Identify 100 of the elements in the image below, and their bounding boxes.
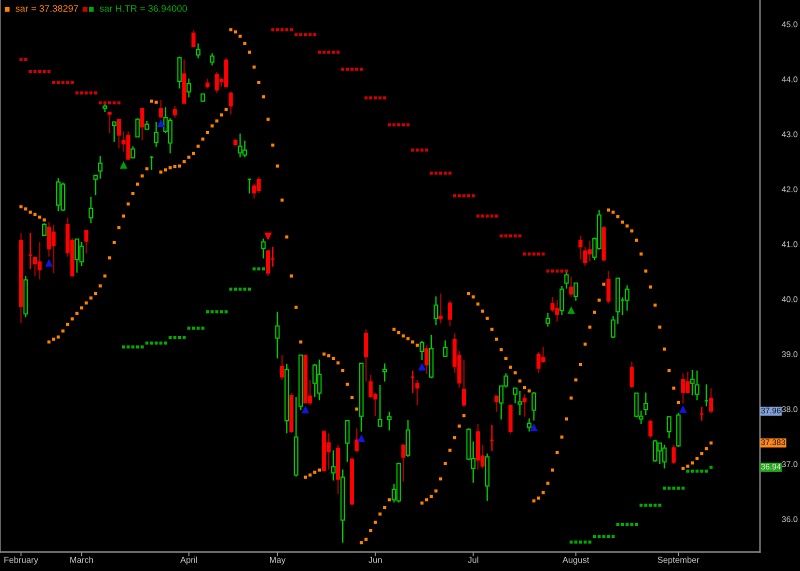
candlestick xyxy=(177,56,182,90)
candlestick xyxy=(345,419,350,463)
candlestick xyxy=(434,296,438,326)
point xyxy=(45,259,53,267)
candlestick xyxy=(564,270,569,290)
point xyxy=(120,161,128,169)
candlestick xyxy=(666,416,672,439)
x-tick-label: May xyxy=(270,556,286,565)
candlestick xyxy=(191,30,196,48)
candlestick xyxy=(88,196,94,224)
candlestick xyxy=(569,276,574,298)
candlestick xyxy=(172,105,177,118)
candlestick xyxy=(606,270,610,304)
x-tick-label: Jul xyxy=(468,556,478,563)
candlestick xyxy=(116,118,121,150)
candlestick xyxy=(536,351,541,374)
point xyxy=(358,434,366,442)
y-tick-label: 44.0 xyxy=(782,76,798,82)
candlestick xyxy=(401,444,406,482)
legend-label: sar H.TR = 36.94000 xyxy=(100,5,187,12)
x-tick-label: Jun xyxy=(368,556,382,563)
candlestick xyxy=(102,102,108,113)
candlestick xyxy=(522,394,527,418)
candlestick xyxy=(546,312,550,328)
candlestick xyxy=(275,311,280,360)
point xyxy=(264,232,272,240)
point xyxy=(418,362,426,371)
point xyxy=(302,406,310,414)
candlestick xyxy=(648,419,652,439)
candlestick xyxy=(354,428,359,453)
candlestick xyxy=(560,285,564,316)
candlestick xyxy=(382,362,387,382)
y-tick-label: 37.0 xyxy=(782,461,798,468)
candlestick xyxy=(210,52,214,66)
x-tick-label: September xyxy=(658,556,700,565)
x-tick-label: April xyxy=(180,556,197,565)
y-tick-label: 36.0 xyxy=(782,516,798,522)
y-tick-label: 39.0 xyxy=(782,351,798,358)
candlestick xyxy=(442,340,448,358)
candlestick xyxy=(154,121,158,148)
annotation: 37.383 xyxy=(761,439,786,446)
y-tick-label: 41.0 xyxy=(782,241,798,248)
candlestick xyxy=(56,177,61,212)
candlestick xyxy=(387,411,392,432)
candlestick xyxy=(574,282,578,302)
candlestick xyxy=(247,178,252,194)
candlestick xyxy=(228,91,233,116)
candlestick xyxy=(709,387,714,414)
candlestick xyxy=(415,379,420,406)
x-tick-label: March xyxy=(70,556,93,563)
candlestick xyxy=(196,42,200,59)
candlestick xyxy=(130,146,136,160)
candlestick xyxy=(158,99,163,118)
candlestick xyxy=(578,235,583,260)
candlestick xyxy=(494,395,499,412)
annotation: 37.96 xyxy=(761,408,781,414)
candlestick xyxy=(704,384,709,407)
y-tick-label: 40.0 xyxy=(782,296,798,302)
candlestick xyxy=(149,155,154,171)
point xyxy=(679,405,687,413)
y-tick-label: 45.0 xyxy=(782,21,798,28)
point xyxy=(567,306,575,314)
candlestick xyxy=(420,340,424,361)
candlestick xyxy=(186,78,192,98)
candlestick xyxy=(28,232,33,270)
candlestick xyxy=(657,442,662,465)
candlestick xyxy=(526,418,532,432)
candlestick xyxy=(643,392,648,416)
candlestick xyxy=(280,354,284,381)
x-tick-label: February xyxy=(4,556,38,565)
candlestick xyxy=(448,300,452,327)
legend-label: sar = 37.38297 xyxy=(16,5,78,12)
candlestick xyxy=(532,391,536,422)
point xyxy=(157,119,165,127)
candlestick xyxy=(690,369,695,396)
y-tick-label: 42.0 xyxy=(782,186,798,192)
y-tick-label: 38.0 xyxy=(782,406,798,412)
candlestick xyxy=(135,118,140,138)
candlestick xyxy=(630,361,634,389)
candlestick xyxy=(205,78,210,90)
candlestick xyxy=(490,424,494,452)
candlestick xyxy=(140,108,144,141)
candlestick xyxy=(312,363,318,398)
candlestick xyxy=(424,344,429,375)
candlestick xyxy=(261,238,266,260)
annotation: 36.94 xyxy=(761,464,781,470)
candlestick xyxy=(331,450,336,482)
y-tick-label: 43.0 xyxy=(782,131,798,138)
candlestick xyxy=(694,370,700,401)
candlestick xyxy=(112,121,117,143)
candlestick xyxy=(550,296,555,312)
candlestick xyxy=(98,155,103,180)
candlestick xyxy=(84,230,88,254)
candlestick xyxy=(266,249,270,277)
point xyxy=(530,423,538,431)
candlestick xyxy=(624,284,630,312)
candlestick xyxy=(364,328,368,382)
candlestick xyxy=(672,444,676,465)
x-tick-label: August xyxy=(562,556,590,565)
candlestick xyxy=(378,384,382,428)
